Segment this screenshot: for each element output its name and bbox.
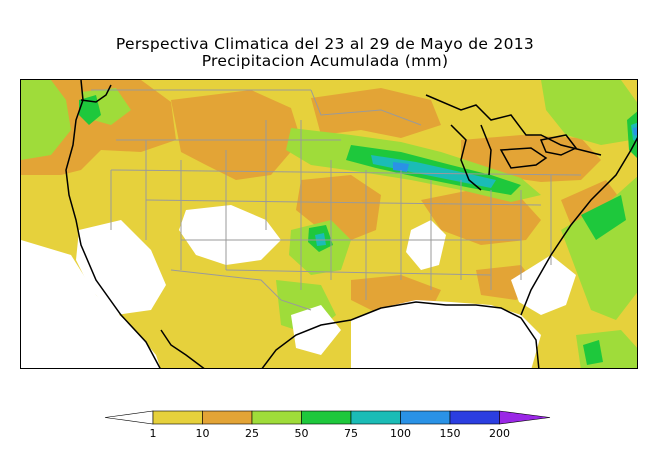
- precipitation-map: [20, 79, 638, 369]
- legend-tick-label: 1: [150, 427, 157, 440]
- precip-100-150-areas: [393, 127, 637, 172]
- map-title: Perspectiva Climatica del 23 al 29 de Ma…: [0, 36, 650, 70]
- legend-bin-1: [152, 410, 203, 425]
- legend-bin-6: [400, 410, 451, 425]
- legend-bin-8: [499, 410, 551, 425]
- title-line-1: Perspectiva Climatica del 23 al 29 de Ma…: [115, 35, 535, 53]
- legend-svg: 1 10 25 50 75 100 150 200: [104, 410, 551, 440]
- legend-bin-0: [104, 410, 154, 425]
- legend-bin-7: [449, 410, 500, 425]
- legend-bin-3: [251, 410, 302, 425]
- legend-tick-label: 200: [489, 427, 510, 440]
- map-svg: [21, 80, 637, 368]
- legend-tick-label: 10: [196, 427, 210, 440]
- legend-tick-label: 50: [295, 427, 309, 440]
- precip-under-1-areas: [76, 205, 446, 355]
- legend-tick-label: 75: [344, 427, 358, 440]
- legend-bin-2: [202, 410, 253, 425]
- legend-tick-label: 150: [440, 427, 461, 440]
- legend-bin-5: [350, 410, 401, 425]
- title-line-2: Precipitacion Acumulada (mm): [201, 52, 449, 70]
- legend-tick-label: 25: [245, 427, 259, 440]
- state-borders: [91, 89, 582, 311]
- coastlines: [65, 80, 637, 368]
- legend-bin-4: [301, 410, 352, 425]
- precipitation-legend: 1 10 25 50 75 100 150 200: [104, 408, 555, 440]
- legend-tick-label: 100: [390, 427, 411, 440]
